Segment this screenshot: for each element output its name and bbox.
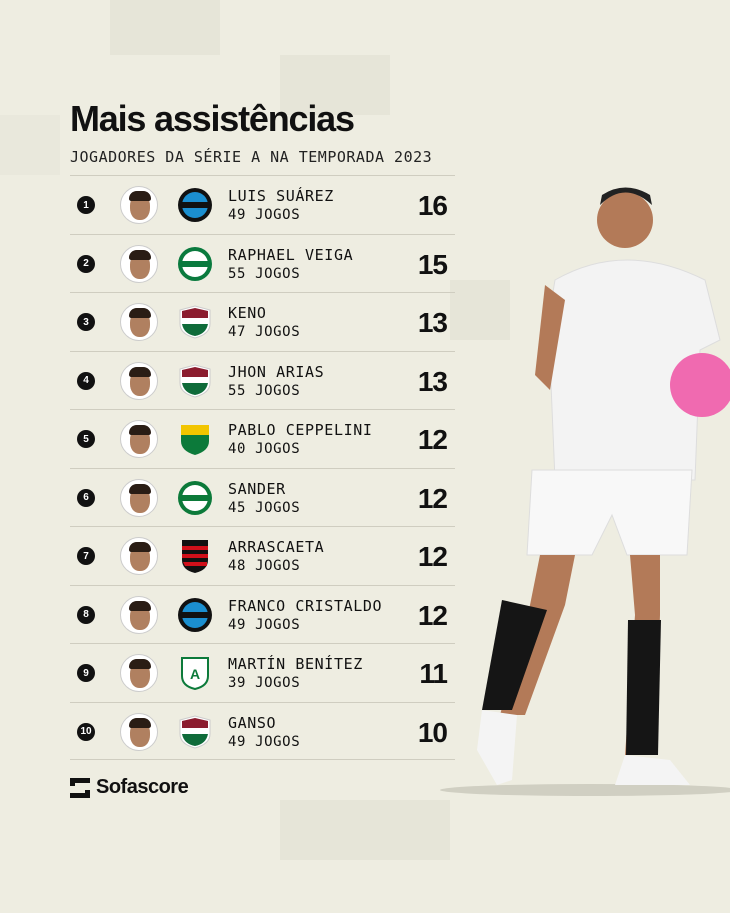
player-name: KENO xyxy=(228,304,267,322)
assists-value: 13 xyxy=(417,365,448,397)
player-avatar xyxy=(120,478,158,517)
table-row: 2 RAPHAEL VEIGA 55 JOGOS 15 xyxy=(70,233,455,293)
rank-badge: 4 xyxy=(77,371,95,390)
assists-value: 12 xyxy=(417,599,448,631)
player-avatar xyxy=(120,244,158,283)
assists-value: 11 xyxy=(419,658,448,689)
brand-name: Sofascore xyxy=(96,776,189,798)
sofascore-logo-icon xyxy=(70,777,90,798)
assists-value: 12 xyxy=(417,482,448,514)
table-row: 10 GANSO 49 JOGOS 10 xyxy=(70,701,455,760)
rank-badge: 8 xyxy=(77,605,95,624)
rank-badge: 6 xyxy=(77,488,95,507)
player-name: GANSO xyxy=(228,713,277,732)
club-crest-icon: A xyxy=(177,655,213,691)
player-name: SANDER xyxy=(228,479,286,498)
games-played: 45 JOGOS xyxy=(228,499,301,516)
club-crest-icon xyxy=(177,363,213,399)
table-row: 9 A MARTÍN BENÍTEZ 39 JOGOS 11 xyxy=(70,643,455,702)
games-played: 55 JOGOS xyxy=(228,382,301,399)
player-avatar xyxy=(120,712,158,751)
bg-tile xyxy=(0,115,60,175)
player-name: JHON ARIAS xyxy=(228,362,325,381)
club-crest-icon xyxy=(177,246,213,282)
assists-value: 12 xyxy=(417,424,448,455)
assists-value: 13 xyxy=(417,307,448,338)
bg-tile xyxy=(280,800,450,860)
table-row: 3 KENO 47 JOGOS 13 xyxy=(70,292,455,351)
games-played: 48 JOGOS xyxy=(228,558,301,574)
ranking-table: 1 LUIS SUÁREZ 49 JOGOS 16 2 RAPHAEL VEIGA… xyxy=(70,175,455,760)
games-played: 49 JOGOS xyxy=(228,616,301,633)
club-crest-icon xyxy=(177,421,213,457)
assists-value: 10 xyxy=(417,716,448,748)
table-row: 1 LUIS SUÁREZ 49 JOGOS 16 xyxy=(70,175,455,234)
games-played: 49 JOGOS xyxy=(228,733,301,750)
page-title: Mais assistências xyxy=(70,98,355,139)
player-avatar xyxy=(120,420,158,458)
bg-tile xyxy=(280,55,390,115)
bg-tile xyxy=(110,0,220,55)
rank-badge: 3 xyxy=(77,313,95,331)
table-row: 4 JHON ARIAS 55 JOGOS 13 xyxy=(70,350,455,410)
rank-badge: 1 xyxy=(77,196,95,214)
table-row: 5 PABLO CEPPELINI 40 JOGOS 12 xyxy=(70,409,455,468)
assists-value: 12 xyxy=(417,541,448,572)
player-avatar xyxy=(120,654,158,692)
bg-tile xyxy=(450,280,510,340)
games-played: 55 JOGOS xyxy=(228,265,301,282)
rank-badge: 9 xyxy=(77,664,95,682)
games-played: 49 JOGOS xyxy=(228,207,301,223)
player-avatar xyxy=(120,595,158,634)
player-name: ARRASCAETA xyxy=(228,538,325,556)
assists-value: 15 xyxy=(417,248,448,280)
club-crest-icon xyxy=(177,597,213,633)
games-played: 39 JOGOS xyxy=(228,675,301,691)
assists-value: 16 xyxy=(417,190,448,221)
club-crest-icon xyxy=(177,480,213,516)
rank-badge: 5 xyxy=(77,430,95,448)
page-subtitle: JOGADORES DA SÉRIE A NA TEMPORADA 2023 xyxy=(70,148,433,166)
table-row: 6 SANDER 45 JOGOS 12 xyxy=(70,467,455,527)
rank-badge: 7 xyxy=(77,547,95,565)
player-avatar xyxy=(120,186,158,224)
table-row: 8 FRANCO CRISTALDO 49 JOGOS 12 xyxy=(70,584,455,644)
club-crest-icon xyxy=(177,304,213,340)
club-crest-icon xyxy=(177,187,213,223)
sofascore-logo: Sofascore xyxy=(70,776,189,799)
player-name: MARTÍN BENÍTEZ xyxy=(228,655,363,673)
games-played: 47 JOGOS xyxy=(228,324,301,340)
club-crest-icon xyxy=(177,538,213,574)
player-name: FRANCO CRISTALDO xyxy=(228,596,383,615)
games-played: 40 JOGOS xyxy=(228,441,301,457)
club-crest-icon xyxy=(177,714,213,750)
rank-badge: 2 xyxy=(77,254,95,273)
table-row: 7 ARRASCAETA 48 JOGOS 12 xyxy=(70,526,455,585)
svg-text:A: A xyxy=(190,666,200,682)
player-avatar xyxy=(120,303,158,341)
player-avatar xyxy=(120,537,158,575)
player-name: RAPHAEL VEIGA xyxy=(228,245,354,264)
player-avatar xyxy=(120,361,158,400)
rank-badge: 10 xyxy=(77,722,95,741)
player-photo xyxy=(440,187,730,796)
player-name: LUIS SUÁREZ xyxy=(228,187,334,205)
player-name: PABLO CEPPELINI xyxy=(228,421,373,439)
